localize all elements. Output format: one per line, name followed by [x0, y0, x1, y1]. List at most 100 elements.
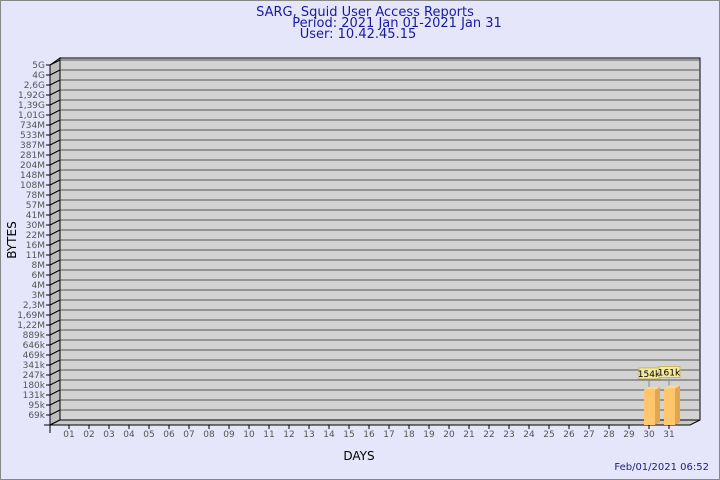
- y-tick-depth: [49, 409, 61, 416]
- y-tick-depth: [49, 69, 61, 76]
- y-tick-depth: [49, 239, 61, 246]
- y-tick-label: 646k: [23, 341, 46, 351]
- x-tick-label: 08: [203, 430, 215, 440]
- x-tick-label: 03: [103, 430, 114, 440]
- x-tick-label: 29: [623, 430, 635, 440]
- x-tick-label: 01: [63, 430, 74, 440]
- x-tick-label: 17: [383, 430, 394, 440]
- y-tick-label: 341k: [23, 361, 46, 371]
- y-tick-depth: [49, 59, 61, 66]
- x-tick-label: 04: [123, 430, 135, 440]
- bar-side: [675, 385, 680, 425]
- y-tick-label: 1,92G: [18, 91, 45, 101]
- y-tick-label: 387M: [20, 141, 45, 151]
- y-axis-label: BYTES: [5, 221, 19, 258]
- y-tick-label: 95k: [28, 401, 45, 411]
- y-tick-depth: [49, 89, 61, 96]
- x-tick-label: 14: [323, 430, 335, 440]
- y-tick-label: 2,3M: [23, 301, 45, 311]
- bar-top: [664, 385, 680, 389]
- y-tick-depth: [49, 129, 61, 136]
- data-label: 154k: [638, 370, 661, 380]
- y-tick-depth: [49, 139, 61, 146]
- y-tick-label: 889k: [23, 331, 46, 341]
- y-tick-depth: [49, 219, 61, 226]
- x-tick-label: 23: [503, 430, 514, 440]
- generated-timestamp: Feb/01/2021 06:52: [614, 462, 709, 473]
- y-tick-label: 281M: [20, 151, 45, 161]
- y-tick-depth: [49, 349, 61, 356]
- y-tick-label: 22M: [26, 231, 45, 241]
- y-tick-depth: [49, 249, 61, 256]
- x-tick-label: 15: [343, 430, 354, 440]
- x-tick-label: 05: [143, 430, 154, 440]
- y-tick-depth: [49, 339, 61, 346]
- x-tick-label: 12: [283, 430, 294, 440]
- x-tick-label: 27: [583, 430, 594, 440]
- y-tick-depth: [49, 109, 61, 116]
- data-label-box: [658, 366, 681, 379]
- y-tick-label: 3M: [32, 291, 46, 301]
- y-tick-label: 533M: [20, 131, 45, 141]
- x-tick-label: 07: [183, 430, 194, 440]
- x-tick-label: 28: [603, 430, 615, 440]
- y-tick-label: 469k: [23, 351, 46, 361]
- y-tick-depth: [49, 269, 61, 276]
- x-tick-label: 25: [543, 430, 554, 440]
- y-tick-depth: [49, 259, 61, 266]
- bar-side: [655, 386, 660, 425]
- x-tick-label: 10: [243, 430, 255, 440]
- y-tick-depth: [49, 359, 61, 366]
- y-tick-depth: [49, 399, 61, 406]
- y-tick-label: 131k: [23, 391, 46, 401]
- y-tick-depth: [49, 289, 61, 296]
- y-tick-label: 2,6G: [24, 81, 45, 91]
- y-tick-label: 108M: [20, 181, 45, 191]
- y-tick-label: 11M: [26, 251, 45, 261]
- y-tick-depth: [49, 179, 61, 186]
- y-tick-depth: [49, 389, 61, 396]
- x-tick-label: 09: [223, 430, 235, 440]
- y-tick-depth: [49, 169, 61, 176]
- x-tick-label: 18: [403, 430, 415, 440]
- x-tick-label: 11: [263, 430, 274, 440]
- y-tick-label: 69k: [28, 411, 45, 421]
- y-tick-label: 1,39G: [18, 101, 45, 111]
- y-tick-depth: [49, 159, 61, 166]
- y-tick-label: 57M: [26, 201, 45, 211]
- y-tick-depth: [49, 229, 61, 236]
- x-tick-label: 31: [663, 430, 674, 440]
- y-tick-label: 5G: [32, 61, 45, 71]
- y-tick-label: 16M: [26, 241, 45, 251]
- title-line-1: SARG, Squid User Access Reports: [256, 5, 474, 20]
- y-tick-label: 8M: [32, 261, 46, 271]
- y-tick-depth: [49, 299, 61, 306]
- y-tick-depth: [49, 369, 61, 376]
- y-tick-label: 41M: [26, 211, 45, 221]
- x-axis-label: DAYS: [343, 449, 374, 463]
- y-tick-label: 6M: [32, 271, 46, 281]
- title-line-user: User: 10.42.45.15: [300, 27, 416, 42]
- y-tick-label: 1,69M: [17, 311, 45, 321]
- y-tick-depth: [49, 329, 61, 336]
- y-tick-depth: [49, 189, 61, 196]
- y-tick-label: 247k: [23, 371, 46, 381]
- y-tick-depth: [49, 379, 61, 386]
- floor: [49, 419, 701, 426]
- y-tick-label: 78M: [26, 191, 45, 201]
- y-tick-label: 204M: [20, 161, 45, 171]
- y-tick-label: 4G: [32, 71, 45, 81]
- title-line-period: Period: 2021 Jan 01-2021 Jan 31: [292, 16, 502, 31]
- x-tick-label: 13: [303, 430, 314, 440]
- x-tick-label: 30: [643, 430, 655, 440]
- y-tick-depth: [49, 79, 61, 86]
- x-tick-label: 06: [163, 430, 175, 440]
- y-tick-label: 30M: [26, 221, 45, 231]
- x-tick-label: 21: [463, 430, 474, 440]
- back-wall: [59, 57, 701, 421]
- y-tick-depth: [49, 319, 61, 326]
- y-tick-depth: [49, 119, 61, 126]
- x-tick-label: 02: [83, 430, 94, 440]
- bar-top: [644, 386, 660, 390]
- y-tick-label: 1,22M: [17, 321, 45, 331]
